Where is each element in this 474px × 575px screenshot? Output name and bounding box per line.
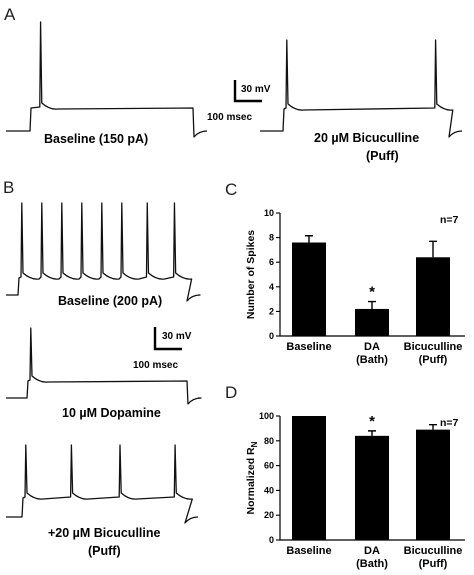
x-tick-label: (Puff) (419, 354, 448, 366)
bar (355, 435, 389, 540)
y-tick-label: 40 (264, 485, 274, 495)
y-tick-label: 60 (264, 461, 274, 471)
x-tick-label: Bicuculline (404, 341, 463, 353)
caption-a-puff: (Puff) (366, 149, 399, 163)
bar (292, 242, 326, 336)
x-tick-label: Baseline (286, 545, 331, 557)
error-bar (429, 240, 437, 258)
scale-bar-b (153, 327, 182, 351)
caption-b-dopamine: 10 µM Dopamine (62, 406, 161, 420)
scale-b-mv: 30 mV (162, 331, 192, 342)
scale-bar-a (233, 80, 262, 103)
trace-b-bicuculline (6, 444, 199, 524)
error-bar (368, 430, 376, 436)
panel-c-label: C (225, 180, 237, 199)
bar (292, 416, 326, 540)
trace-a-baseline (6, 21, 208, 138)
y-tick-label: 20 (264, 510, 274, 520)
significance-mark: * (369, 413, 375, 430)
y-tick-label: 6 (269, 257, 274, 267)
bar (355, 308, 389, 336)
error-bar (429, 423, 437, 430)
panel-b-label: B (3, 178, 14, 197)
y-tick-label: 8 (269, 233, 274, 243)
n-label-c: n=7 (440, 214, 459, 226)
panel-a-label: A (4, 5, 16, 24)
x-tick-label: DA (364, 341, 380, 353)
x-tick-label: (Bath) (356, 558, 388, 570)
y-tick-label: 0 (269, 535, 274, 545)
chart-d: 0 20 40 60 80 100 Normalized RN Baseline * DA(Bat… (245, 411, 465, 570)
x-tick-label: (Bath) (356, 354, 388, 366)
trace-b-dopamine (6, 327, 202, 405)
y-axis-label: Normalized RN (245, 441, 259, 514)
scale-a-mv: 30 mV (241, 84, 271, 95)
panel-d-label: D (225, 383, 237, 402)
y-tick-label: 100 (259, 411, 274, 421)
caption-b-puff: (Puff) (88, 544, 121, 558)
caption-a-bicuculline: 20 µM Bicuculline (314, 131, 419, 145)
scale-a-ms: 100 msec (207, 112, 252, 123)
error-bar (368, 300, 376, 309)
x-tick-label: DA (364, 545, 380, 557)
y-tick-label: 0 (269, 331, 274, 341)
y-tick-label: 2 (269, 306, 274, 316)
y-axis-label: Number of Spikes (245, 230, 257, 319)
n-label-d: n=7 (440, 417, 459, 429)
y-tick-label: 10 (264, 208, 274, 218)
y-tick-label: 4 (269, 282, 274, 292)
scale-b-ms: 100 msec (133, 360, 178, 371)
bar (416, 257, 450, 336)
x-tick-label: Bicuculline (404, 545, 463, 557)
x-tick-label: (Puff) (419, 558, 448, 570)
error-bar (305, 235, 313, 243)
significance-mark: * (369, 284, 375, 301)
caption-b-baseline: Baseline (200 pA) (58, 294, 162, 308)
bar (416, 429, 450, 540)
caption-b-bicuculline: +20 µM Bicuculline (48, 526, 160, 540)
y-tick-label: 80 (264, 436, 274, 446)
chart-c: 0 2 4 6 8 10 Number of Spikes Baseline * DA(Bath)… (245, 208, 465, 366)
caption-a-baseline: Baseline (150 pA) (44, 132, 148, 146)
trace-b-baseline (6, 202, 201, 302)
trace-a-bicuculline (260, 39, 463, 138)
x-tick-label: Baseline (286, 341, 331, 353)
